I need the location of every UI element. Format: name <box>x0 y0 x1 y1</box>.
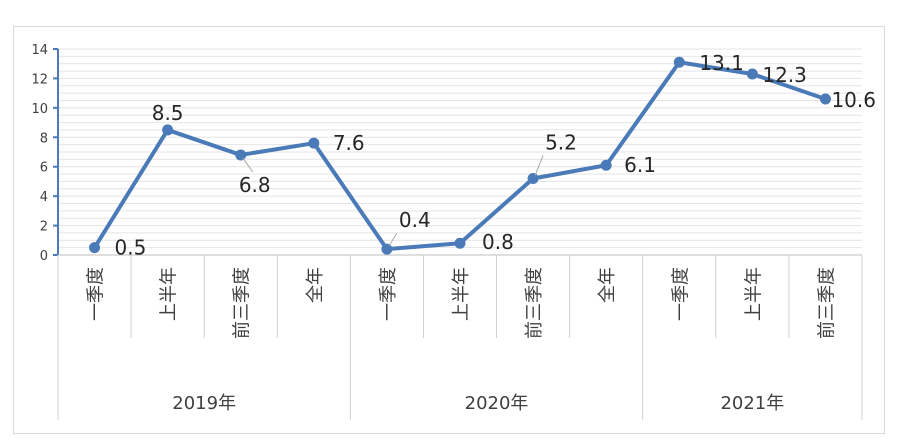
x-axis-categories: 一季度 上半年 前三季度 全年 一季度 上半年 前三季度 全年 一季度 上半年 前三季度 2019年 2… <box>57 255 863 420</box>
data-label: 12.3 <box>762 63 807 87</box>
data-label: 10.6 <box>831 88 876 112</box>
data-point <box>381 243 393 255</box>
gridlines <box>58 48 862 249</box>
y-tick-label: 10 <box>31 102 48 117</box>
data-point <box>673 56 685 68</box>
data-point <box>600 159 612 171</box>
data-label: 8.5 <box>152 101 184 125</box>
x-tick-label: 一季度 <box>670 267 691 321</box>
year-group-label: 2019年 <box>172 393 236 414</box>
data-label: 0.4 <box>399 208 431 232</box>
leader-line <box>534 155 544 176</box>
y-tick-label: 4 <box>40 190 48 205</box>
data-point <box>235 149 247 161</box>
leader-line <box>388 232 398 247</box>
data-label: 5.2 <box>545 130 577 154</box>
data-labels: 0.5 8.5 6.8 7.6 0.4 0.8 5.2 6.1 13.1 12.3 10.6 <box>115 51 876 259</box>
axes: 0 2 4 6 8 10 12 14 <box>31 43 862 264</box>
x-tick-label: 上半年 <box>451 267 472 321</box>
series-line <box>92 60 828 252</box>
data-point <box>162 124 174 136</box>
data-label: 13.1 <box>699 51 744 75</box>
data-point <box>527 172 539 184</box>
x-tick-label: 全年 <box>597 267 618 303</box>
y-tick-label: 12 <box>31 72 48 87</box>
data-label: 6.8 <box>239 173 271 197</box>
data-label: 0.8 <box>482 230 514 254</box>
x-tick-label: 前三季度 <box>232 267 253 339</box>
data-point <box>746 68 758 80</box>
data-point <box>308 137 320 149</box>
x-tick-label: 前三季度 <box>524 267 545 339</box>
y-tick-label: 2 <box>40 220 48 235</box>
year-group-label: 2020年 <box>465 393 529 414</box>
y-tick-label: 14 <box>31 43 48 58</box>
x-tick-label: 一季度 <box>378 267 399 321</box>
data-point <box>454 237 466 249</box>
data-label: 0.5 <box>115 236 147 260</box>
chart-frame <box>13 26 885 434</box>
y-tick-label: 8 <box>40 131 48 146</box>
data-point <box>89 242 101 254</box>
data-label: 6.1 <box>624 153 656 177</box>
data-label: 7.6 <box>333 131 365 155</box>
x-tick-label: 上半年 <box>159 267 180 321</box>
x-tick-label: 一季度 <box>86 267 107 321</box>
data-point <box>819 93 831 105</box>
leader-line <box>242 157 254 173</box>
year-group-label: 2021年 <box>720 393 784 414</box>
x-tick-label: 上半年 <box>743 267 764 321</box>
y-tick-label: 6 <box>40 161 48 176</box>
series-line-layer <box>89 56 831 255</box>
y-tick-label: 0 <box>40 249 48 264</box>
x-tick-label: 前三季度 <box>816 267 837 339</box>
x-tick-label: 全年 <box>305 267 326 303</box>
